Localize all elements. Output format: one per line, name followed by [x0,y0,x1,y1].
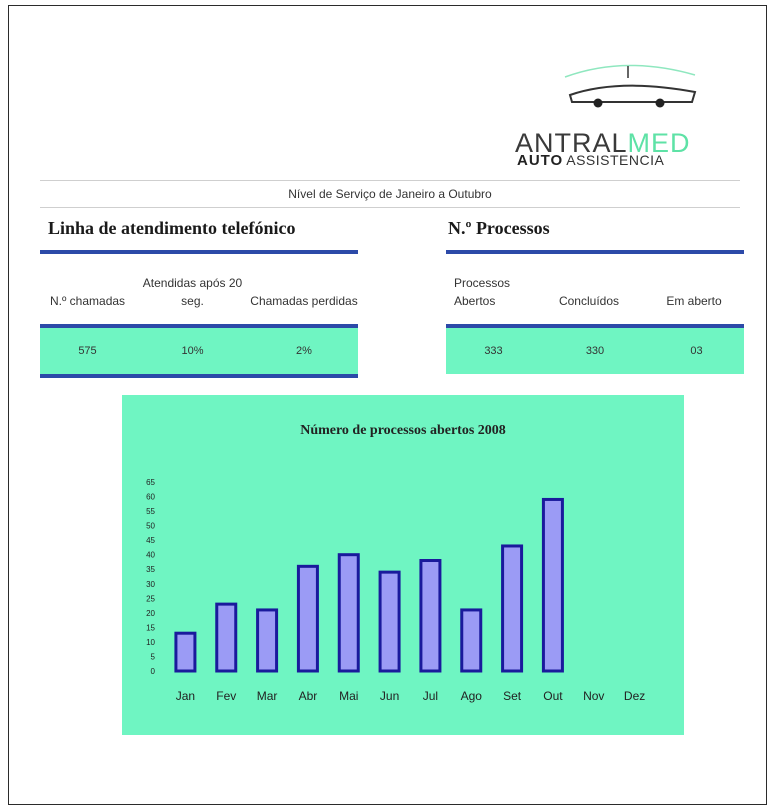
brand-name: ANTRALMED [515,128,691,158]
bar-jun [378,570,401,673]
header-open-processes: Processos Abertos [454,276,511,308]
car-logo-icon [564,64,697,108]
bar-chart: 0 5 10 15 20 25 30 35 40 45 50 55 60 65 Jan Fev Mar Abr Ma… [146,478,645,703]
x-tick-label-dez: Dez [624,689,645,703]
header-pending: Em aberto [666,294,722,308]
value-calls: 575 [78,345,97,357]
value-pending: 03 [690,345,703,357]
x-tick-label-ago: Ago [461,689,483,703]
bar-out [541,497,564,673]
brand-subtitle: AUTO ASSISTENCIA [517,152,665,169]
phone-line-rule-top [40,250,358,254]
bar-abr [296,564,319,673]
x-tick-label-fev: Fev [216,689,236,703]
x-tick-label-nov: Nov [583,689,604,703]
y-tick-label: 60 [146,493,155,502]
phone-line-title: Linha de atendimento telefónico [48,218,296,238]
bar-fev [215,602,238,673]
x-tick-label-jul: Jul [423,689,438,703]
processes-rule-top [446,250,744,254]
y-tick-label: 45 [146,536,155,545]
y-tick-label: 50 [146,522,155,531]
header-calls: N.º chamadas [49,294,126,308]
processes-headers: Processos Abertos Concluídos Em aberto [446,270,744,310]
y-tick-label: 25 [146,594,155,603]
header-concluded: Concluídos [558,294,620,308]
value-lost-calls: 2% [296,345,312,357]
x-tick-label-mai: Mai [339,689,358,703]
y-tick-label: 0 [151,667,156,676]
processes-values: 333 330 03 [446,328,744,374]
bar-jul [419,559,442,673]
chart-title: Número de processos abertos 2008 [300,423,506,438]
processes-title: N.º Processos [448,218,550,238]
bar-mai [337,553,360,673]
value-concluded: 330 [585,345,605,357]
bar-set [501,544,524,673]
y-tick-label: 40 [146,551,155,560]
x-tick-label-out: Out [543,689,563,703]
bar-ago [460,608,483,673]
y-tick-label: 20 [146,609,155,618]
period-heading: Nível de Serviço de Janeiro a Outubro [40,180,740,208]
bar-mar [256,608,279,673]
y-tick-label: 30 [146,580,155,589]
y-tick-label: 55 [146,507,155,516]
phone-line-headers: N.º chamadas Atendidas após 20 seg. Cham… [40,268,358,310]
x-tick-label-abr: Abr [299,689,318,703]
value-open-processes: 333 [484,345,503,357]
y-tick-label: 5 [151,652,156,661]
phone-line-values: 575 10% 2% [40,328,358,374]
y-tick-label: 10 [146,638,155,647]
x-tick-label-jun: Jun [380,689,399,703]
phone-line-rule-bottom [40,374,358,378]
header-answered-late: Atendidas após 20 seg. [142,276,243,308]
header-lost-calls: Chamadas perdidas [250,294,358,308]
processes-rule-mid [446,324,744,328]
chart-panel: Número de processos abertos 2008 0 5 10 15 2… [122,395,684,735]
x-tick-label-set: Set [503,689,522,703]
y-tick-label: 15 [146,623,155,632]
y-tick-label: 35 [146,565,155,574]
y-tick-label: 65 [146,478,155,487]
bar-jan [174,631,197,673]
phone-line-rule-mid [40,324,358,328]
x-tick-label-mar: Mar [257,689,278,703]
value-answered-late: 10% [181,345,204,357]
x-tick-label-jan: Jan [176,689,195,703]
